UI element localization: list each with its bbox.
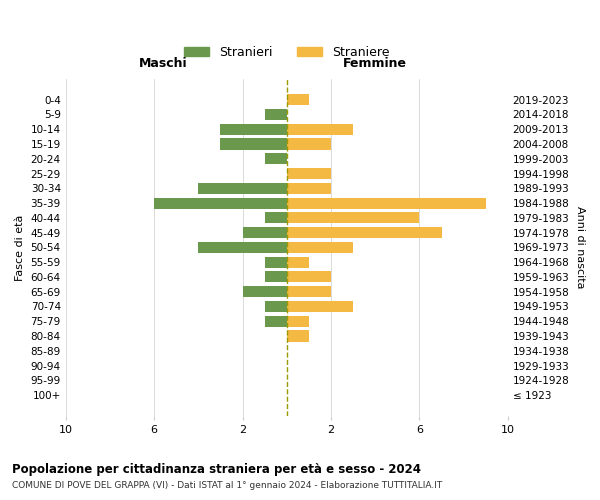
Bar xyxy=(265,272,287,282)
Bar xyxy=(287,198,486,208)
Bar xyxy=(199,183,287,194)
Legend: Stranieri, Straniere: Stranieri, Straniere xyxy=(179,41,395,64)
Bar xyxy=(265,109,287,120)
Y-axis label: Fasce di età: Fasce di età xyxy=(15,214,25,280)
Bar xyxy=(199,242,287,253)
Y-axis label: Anni di nascita: Anni di nascita xyxy=(575,206,585,288)
Bar xyxy=(154,198,287,208)
Bar xyxy=(287,242,353,253)
Bar xyxy=(265,212,287,224)
Bar xyxy=(287,138,331,149)
Bar xyxy=(220,138,287,149)
Bar xyxy=(287,272,331,282)
Bar xyxy=(220,124,287,134)
Bar xyxy=(287,330,309,342)
Bar xyxy=(265,256,287,268)
Bar xyxy=(287,286,331,297)
Text: Maschi: Maschi xyxy=(139,58,187,70)
Bar xyxy=(287,124,353,134)
Bar xyxy=(287,227,442,238)
Bar xyxy=(287,301,353,312)
Bar xyxy=(287,316,309,327)
Bar xyxy=(265,153,287,164)
Bar xyxy=(287,256,309,268)
Bar xyxy=(287,168,331,179)
Text: COMUNE DI POVE DEL GRAPPA (VI) - Dati ISTAT al 1° gennaio 2024 - Elaborazione TU: COMUNE DI POVE DEL GRAPPA (VI) - Dati IS… xyxy=(12,481,442,490)
Bar xyxy=(242,286,287,297)
Text: Femmine: Femmine xyxy=(343,58,407,70)
Bar xyxy=(287,183,331,194)
Bar xyxy=(265,316,287,327)
Text: Popolazione per cittadinanza straniera per età e sesso - 2024: Popolazione per cittadinanza straniera p… xyxy=(12,462,421,475)
Bar xyxy=(242,227,287,238)
Bar xyxy=(287,212,419,224)
Bar xyxy=(287,94,309,105)
Bar xyxy=(265,301,287,312)
